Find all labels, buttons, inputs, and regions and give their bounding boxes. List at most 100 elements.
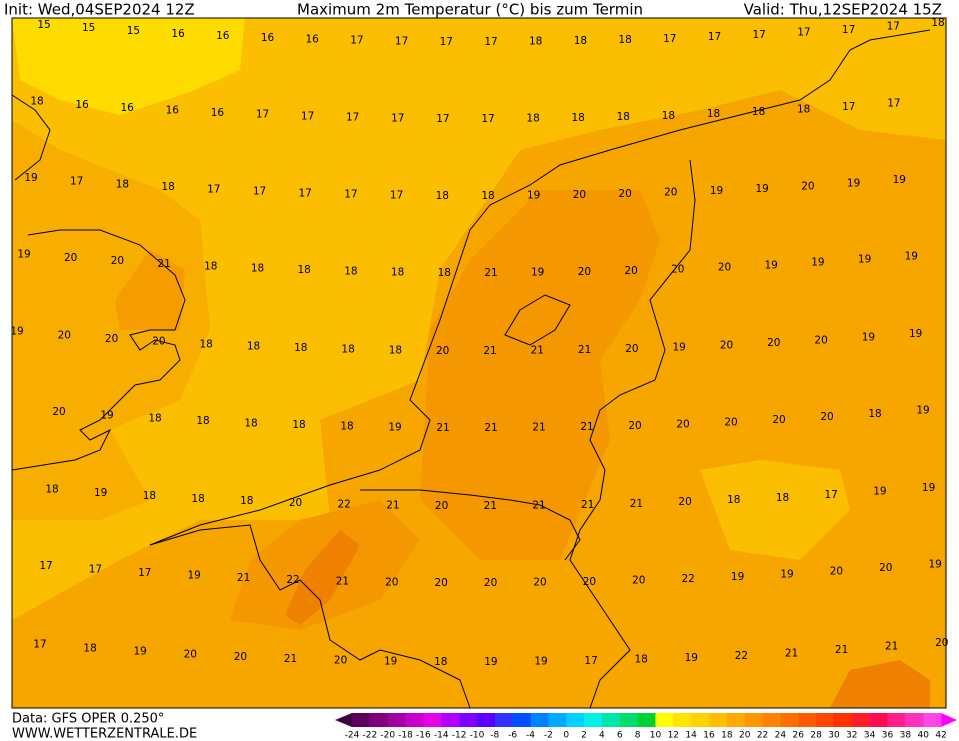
border [569, 159, 696, 709]
temperature-value: 18 [481, 190, 494, 202]
legend-label: -6 [508, 731, 517, 741]
legend-box [851, 713, 870, 727]
legend-box [566, 713, 585, 727]
legend-label: -8 [490, 731, 499, 741]
legend-label: 28 [810, 731, 822, 741]
temperature-value: 18 [244, 417, 257, 429]
legend-box [709, 713, 728, 727]
temperature-value: 20 [767, 337, 780, 349]
temperature-value: 21 [531, 345, 544, 357]
temperature-value: 21 [336, 575, 349, 587]
temperature-value: 20 [152, 336, 165, 348]
temperature-value: 20 [105, 333, 118, 345]
temperature-value: 17 [39, 560, 52, 572]
contour-21 [420, 190, 660, 560]
legend-label: 20 [739, 731, 751, 741]
temperature-value: 19 [922, 482, 935, 494]
temperature-value: 18 [298, 264, 311, 276]
temperature-value: 18 [436, 190, 449, 202]
legend-label: -22 [362, 731, 377, 741]
legend-label: 22 [757, 731, 768, 741]
temperature-value: 17 [440, 36, 453, 48]
legend-label: 6 [617, 731, 623, 741]
temperature-value: 21 [436, 422, 449, 434]
contour-21 [115, 250, 185, 330]
temperature-value: 18 [116, 178, 129, 190]
temperature-value: 17 [256, 109, 269, 121]
temperature-value: 17 [484, 36, 497, 48]
temperature-value: 17 [391, 112, 404, 124]
temperature-value: 18 [391, 266, 404, 278]
legend-box [816, 713, 835, 727]
temperature-value: 20 [184, 648, 197, 660]
temperature-value: 18 [30, 95, 43, 107]
map-frame [11, 17, 947, 709]
legend-box [744, 713, 763, 727]
temperature-value: 20 [58, 329, 71, 341]
temperature-value: 18 [148, 412, 161, 424]
legend-box [691, 713, 710, 727]
temperature-value: 16 [261, 32, 275, 44]
legend-arrow [335, 713, 352, 727]
temperature-value: 19 [756, 183, 769, 195]
legend-box [548, 713, 567, 727]
temperature-value: 20 [385, 576, 398, 588]
temperature-value: 19 [10, 326, 23, 338]
temperature-value: 18 [45, 484, 58, 496]
temperature-value: 20 [334, 654, 347, 666]
coastline [149, 29, 931, 546]
legend-box [619, 713, 638, 727]
temperature-value: 18 [292, 419, 305, 431]
temperature-value: 18 [196, 415, 209, 427]
temperature-value: 19 [765, 259, 778, 271]
temperature-value: 18 [143, 490, 156, 502]
legend-box [923, 713, 942, 727]
temperature-value: 19 [484, 656, 497, 668]
temperature-value: 16 [166, 104, 180, 116]
legend-box [655, 713, 674, 727]
legend-label: 16 [703, 731, 715, 741]
temperature-value: 22 [286, 574, 299, 586]
temperature-value: 15 [127, 25, 140, 37]
legend-box [726, 713, 745, 727]
data-source: Data: GFS OPER 0.250° [12, 712, 164, 727]
temperature-value: 21 [578, 344, 591, 356]
temperature-value: 18 [662, 110, 675, 122]
temperature-value: 17 [395, 35, 408, 47]
temperature-value: 20 [111, 255, 124, 267]
temperature-value: 19 [731, 571, 744, 583]
legend-label: 8 [635, 731, 641, 741]
temperature-value: 18 [438, 267, 451, 279]
legend-box [584, 713, 603, 727]
legend-label: 34 [864, 731, 876, 741]
temperature-value: 17 [138, 567, 151, 579]
temperature-value: 16 [75, 99, 89, 111]
temperature-value: 17 [207, 184, 220, 196]
temperature-value: 18 [797, 104, 810, 116]
legend-box [673, 713, 692, 727]
temperature-value: 21 [785, 647, 798, 659]
temperature-value: 21 [484, 422, 497, 434]
temperature-value: 21 [580, 421, 593, 433]
legend-box [387, 713, 406, 727]
temperature-value: 17 [33, 639, 46, 651]
temperature-value: 18 [572, 112, 585, 124]
temperature-value: 18 [240, 495, 253, 507]
lake [504, 294, 571, 346]
temperature-value: 19 [780, 569, 793, 581]
site: WWW.WETTERZENTRALE.DE [12, 727, 197, 741]
legend-label: 42 [935, 731, 946, 741]
legend-box [833, 713, 853, 727]
temperature-value: 19 [862, 331, 875, 343]
temperature-value: 20 [484, 577, 497, 589]
legend-box [476, 713, 496, 727]
legend-label: -18 [398, 731, 413, 741]
temperature-value: 19 [685, 652, 698, 664]
temperature-value: 20 [879, 562, 892, 574]
temperature-value: 19 [17, 248, 30, 260]
legend-box [441, 713, 460, 727]
legend-label: 0 [563, 731, 569, 741]
legend-box [887, 713, 906, 727]
legend-label: 40 [917, 731, 929, 741]
temperature-value: 19 [710, 185, 723, 197]
